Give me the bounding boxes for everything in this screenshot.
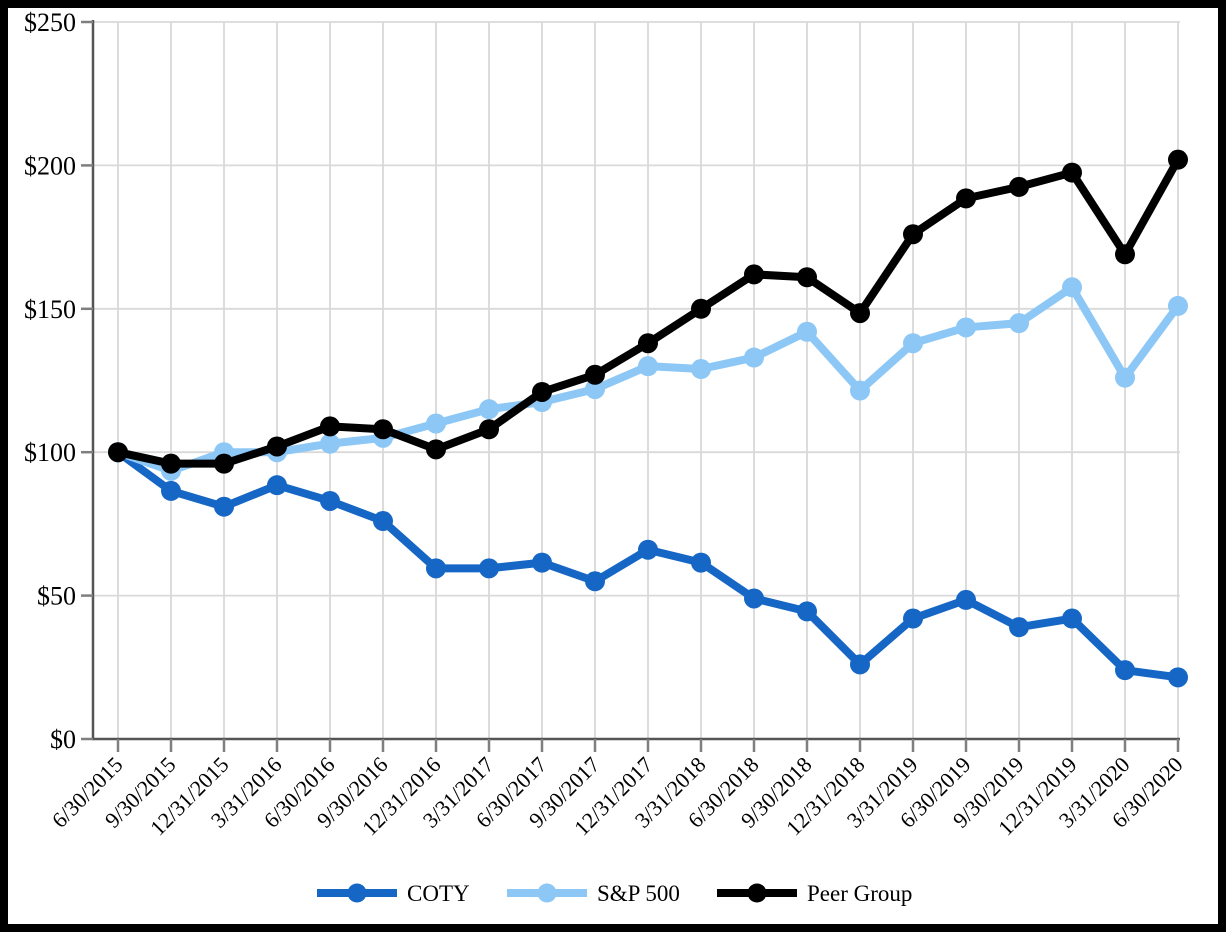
data-point-peer-group [956,188,976,209]
data-point-coty [797,601,817,622]
data-point-peer-group [585,364,605,385]
data-point-s-p-500 [903,333,923,354]
legend-swatch-dot-coty [347,883,367,903]
legend-item-peer-group: Peer Group [717,881,912,906]
data-point-coty [903,608,923,629]
y-tick-label: $200 [24,151,76,180]
data-point-s-p-500 [1168,295,1188,316]
data-point-peer-group [161,453,181,474]
data-point-peer-group [1062,162,1082,183]
data-point-peer-group [691,298,711,319]
data-point-coty [638,539,658,560]
data-point-peer-group [903,224,923,245]
legend-item-coty: COTY [317,881,470,906]
data-point-s-p-500 [1115,367,1135,388]
data-point-coty [373,511,393,532]
data-point-coty [585,571,605,592]
data-point-s-p-500 [744,347,764,368]
legend: COTY S&P 500 Peer Group [317,881,912,906]
x-tick-labels: 6/30/20159/30/201512/31/20153/31/20166/3… [47,752,1188,841]
y-tick-label: $150 [24,295,76,324]
y-tick-label: $0 [50,725,76,754]
data-point-s-p-500 [479,399,499,420]
data-point-peer-group [373,419,393,440]
data-point-coty [532,552,552,573]
y-tick-label: $50 [37,582,76,611]
y-tick-label: $100 [24,438,76,467]
legend-label-coty: COTY [407,881,470,906]
data-point-coty [1009,617,1029,638]
data-point-coty [691,552,711,573]
data-point-peer-group [214,453,234,474]
data-point-peer-group [1009,176,1029,197]
data-point-s-p-500 [585,379,605,400]
legend-swatch-dot-peer-group [747,883,767,903]
data-point-peer-group [744,264,764,285]
data-point-s-p-500 [1009,313,1029,334]
legend-label-peer-group: Peer Group [807,881,912,906]
y-tick-label: $250 [24,8,76,37]
data-point-coty [956,589,976,610]
legend-label-s-p-500: S&P 500 [597,881,680,906]
data-point-peer-group [1115,244,1135,265]
data-point-coty [850,654,870,675]
data-point-peer-group [638,333,658,354]
data-point-peer-group [797,267,817,288]
data-point-s-p-500 [850,380,870,401]
data-point-peer-group [108,442,128,463]
legend-swatch-dot-s-p-500 [537,883,557,903]
data-point-peer-group [532,381,552,402]
data-point-s-p-500 [426,413,446,434]
legend-item-s-p-500: S&P 500 [507,881,680,906]
data-point-coty [161,480,181,501]
data-point-coty [479,558,499,579]
data-point-s-p-500 [320,433,340,454]
data-point-peer-group [479,419,499,440]
data-point-coty [744,588,764,609]
data-point-s-p-500 [1062,277,1082,298]
data-point-coty [1168,667,1188,688]
series-peer-group [108,149,1188,474]
data-point-coty [214,496,234,517]
data-point-s-p-500 [956,317,976,338]
data-point-peer-group [267,436,287,457]
axis-ticks [81,20,1180,752]
data-point-peer-group [1168,149,1188,170]
axes [91,20,1180,741]
data-point-peer-group [320,416,340,437]
data-point-coty [1115,660,1135,681]
data-point-s-p-500 [691,359,711,380]
data-point-peer-group [850,303,870,324]
data-point-coty [267,475,287,496]
data-point-coty [1062,608,1082,629]
data-point-peer-group [426,439,446,460]
data-point-coty [426,558,446,579]
data-point-s-p-500 [638,356,658,377]
y-tick-labels: $0 $50 $100 $150 $200 $250 [24,8,76,754]
data-point-coty [320,490,340,511]
data-point-s-p-500 [797,321,817,342]
